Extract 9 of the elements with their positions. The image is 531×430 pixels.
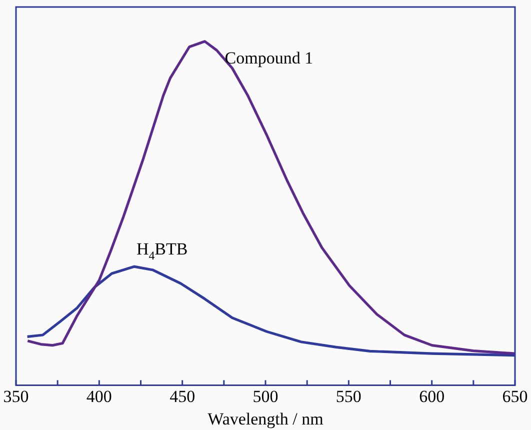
x-tick-label: 600 (419, 386, 445, 406)
x-tick-label: 550 (336, 386, 362, 406)
x-tick-label: 500 (252, 386, 278, 406)
x-axis-title: Wavelength / nm (208, 409, 324, 428)
x-tick-label: 350 (3, 386, 29, 406)
series-label: Compound 1 (224, 48, 314, 68)
x-tick-label: 450 (170, 386, 196, 406)
x-tick-label: 400 (86, 386, 112, 406)
x-tick-label: 650 (502, 386, 528, 406)
